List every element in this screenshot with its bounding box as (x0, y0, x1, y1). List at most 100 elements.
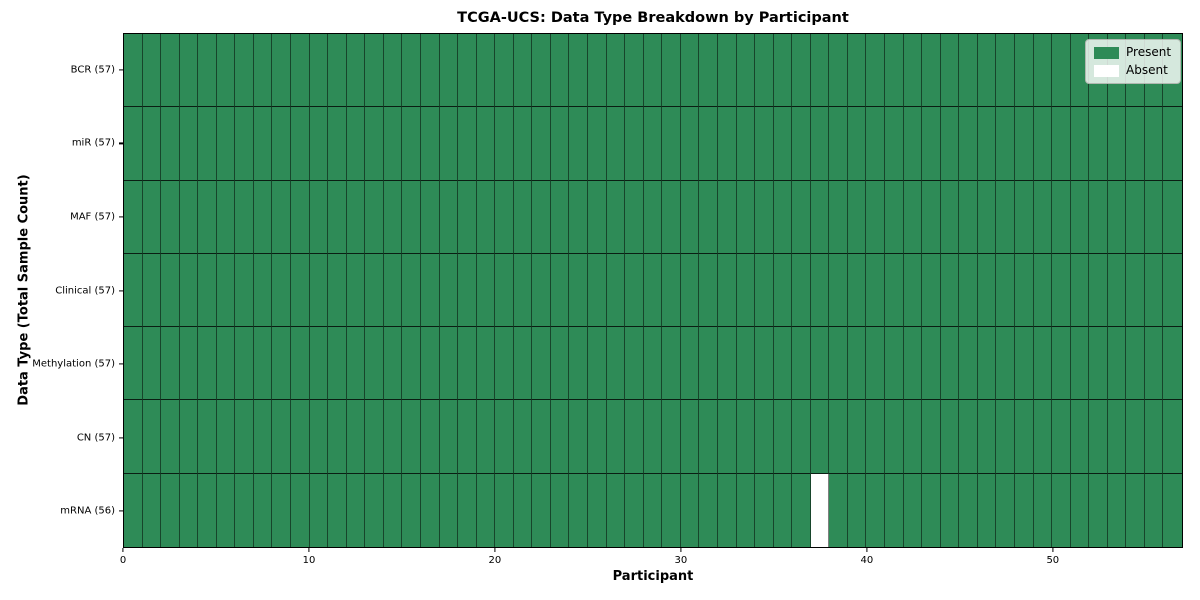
matrix-cell-miR-29 (662, 107, 681, 181)
matrix-cell-CN-54 (1126, 400, 1145, 474)
matrix-cell-Methylation-30 (680, 327, 700, 401)
matrix-cell-CN-6 (235, 400, 254, 474)
matrix-cell-Methylation-3 (179, 327, 199, 401)
matrix-cell-MAF-41 (885, 180, 904, 254)
matrix-cell-BCR-26 (606, 34, 626, 108)
matrix-cell-Clinical-52 (1089, 253, 1108, 328)
matrix-cell-mRNA-49 (1034, 473, 1053, 547)
x-tick-label-30: 30 (674, 555, 688, 566)
matrix-cell-mRNA-50 (1052, 473, 1071, 547)
matrix-cell-MAF-4 (198, 180, 217, 254)
matrix-cell-miR-49 (1033, 107, 1053, 181)
matrix-cell-mRNA-27 (625, 473, 644, 547)
matrix-cell-Methylation-27 (625, 327, 644, 401)
matrix-cell-mRNA-6 (235, 473, 254, 547)
matrix-cell-Clinical-50 (1052, 253, 1071, 328)
matrix-cell-mRNA-20 (495, 473, 514, 547)
matrix-cell-Methylation-2 (161, 327, 180, 401)
matrix-cell-Clinical-7 (253, 253, 273, 328)
matrix-cell-miR-33 (736, 107, 756, 181)
x-tick-mark-10 (308, 548, 310, 552)
matrix-cell-BCR-47 (996, 34, 1015, 108)
matrix-cell-CN-44 (940, 400, 960, 474)
matrix-cell-CN-55 (1144, 400, 1164, 474)
matrix-cell-CN-53 (1107, 400, 1127, 474)
matrix-cell-Methylation-43 (922, 327, 941, 401)
matrix-cell-mRNA-4 (198, 473, 217, 547)
matrix-cell-CN-11 (328, 400, 347, 474)
matrix-cell-CN-8 (272, 400, 292, 474)
matrix-cell-BCR-30 (680, 34, 700, 108)
matrix-cell-Clinical-9 (291, 253, 310, 328)
matrix-cell-Clinical-10 (309, 253, 329, 328)
matrix-cell-BCR-32 (717, 34, 737, 108)
matrix-cell-miR-0 (124, 107, 143, 181)
matrix-cell-mRNA-54 (1126, 473, 1145, 547)
matrix-cell-CN-14 (383, 400, 403, 474)
matrix-cell-Methylation-39 (847, 327, 867, 401)
matrix-cell-miR-19 (476, 107, 496, 181)
matrix-cell-BCR-10 (309, 34, 329, 108)
matrix-cell-Methylation-20 (495, 327, 514, 401)
matrix-cell-Clinical-38 (829, 253, 848, 328)
matrix-cell-CN-47 (996, 400, 1015, 474)
matrix-cell-Clinical-14 (383, 253, 403, 328)
y-tick-mark-Methylation (118, 363, 123, 365)
matrix-cell-miR-39 (847, 107, 867, 181)
matrix-cell-BCR-4 (198, 34, 217, 108)
matrix-cell-MAF-3 (179, 180, 199, 254)
matrix-cell-miR-47 (996, 107, 1015, 181)
matrix-cell-Clinical-48 (1014, 253, 1034, 328)
matrix-cell-miR-11 (328, 107, 347, 181)
matrix-cell-MAF-50 (1052, 180, 1071, 254)
matrix-cell-mRNA-3 (180, 473, 199, 547)
matrix-cell-Clinical-19 (476, 253, 496, 328)
matrix-cell-BCR-33 (736, 34, 756, 108)
matrix-cell-Methylation-55 (1144, 327, 1164, 401)
matrix-cell-MAF-15 (402, 180, 421, 254)
matrix-cell-Methylation-42 (903, 327, 923, 401)
matrix-cell-BCR-11 (328, 34, 347, 108)
matrix-cell-miR-37 (810, 107, 830, 181)
matrix-cell-Methylation-12 (346, 327, 366, 401)
matrix-cell-BCR-36 (792, 34, 811, 108)
matrix-cell-Clinical-21 (513, 253, 533, 328)
matrix-cell-BCR-16 (420, 34, 440, 108)
matrix-cell-BCR-41 (885, 34, 904, 108)
matrix-cell-miR-21 (513, 107, 533, 181)
matrix-cell-mRNA-48 (1015, 473, 1034, 547)
matrix-cell-miR-20 (495, 107, 514, 181)
matrix-cell-BCR-15 (402, 34, 421, 108)
matrix-cell-CN-9 (291, 400, 310, 474)
matrix-cell-mRNA-42 (904, 473, 923, 547)
matrix-cell-Methylation-16 (420, 327, 440, 401)
matrix-cell-BCR-14 (383, 34, 403, 108)
matrix-cell-BCR-50 (1052, 34, 1071, 108)
matrix-cell-Clinical-32 (717, 253, 737, 328)
x-tick-mark-50 (1052, 548, 1054, 552)
y-tick-mark-BCR (118, 69, 123, 71)
matrix-cell-CN-50 (1052, 400, 1071, 474)
matrix-cell-BCR-35 (773, 34, 793, 108)
matrix-cell-mRNA-46 (978, 473, 997, 547)
matrix-cell-Methylation-56 (1163, 327, 1182, 401)
matrix-cell-Methylation-31 (699, 327, 718, 401)
matrix-cell-Clinical-53 (1107, 253, 1127, 328)
matrix-cell-miR-12 (346, 107, 366, 181)
matrix-cell-miR-53 (1107, 107, 1127, 181)
matrix-cell-miR-8 (272, 107, 292, 181)
matrix-cell-MAF-6 (235, 180, 254, 254)
matrix-cell-CN-43 (922, 400, 941, 474)
matrix-cell-MAF-5 (216, 180, 236, 254)
matrix-cell-MAF-0 (124, 180, 143, 254)
matrix-cell-Clinical-5 (216, 253, 236, 328)
matrix-cell-Clinical-15 (402, 253, 421, 328)
matrix-cell-MAF-18 (458, 180, 477, 254)
matrix-cell-MAF-20 (495, 180, 514, 254)
matrix-cell-Methylation-54 (1126, 327, 1145, 401)
matrix-cell-BCR-20 (495, 34, 514, 108)
matrix-cell-Clinical-20 (495, 253, 514, 328)
matrix-cell-BCR-49 (1033, 34, 1053, 108)
matrix-cell-Methylation-0 (124, 327, 143, 401)
matrix-cell-Methylation-53 (1107, 327, 1127, 401)
